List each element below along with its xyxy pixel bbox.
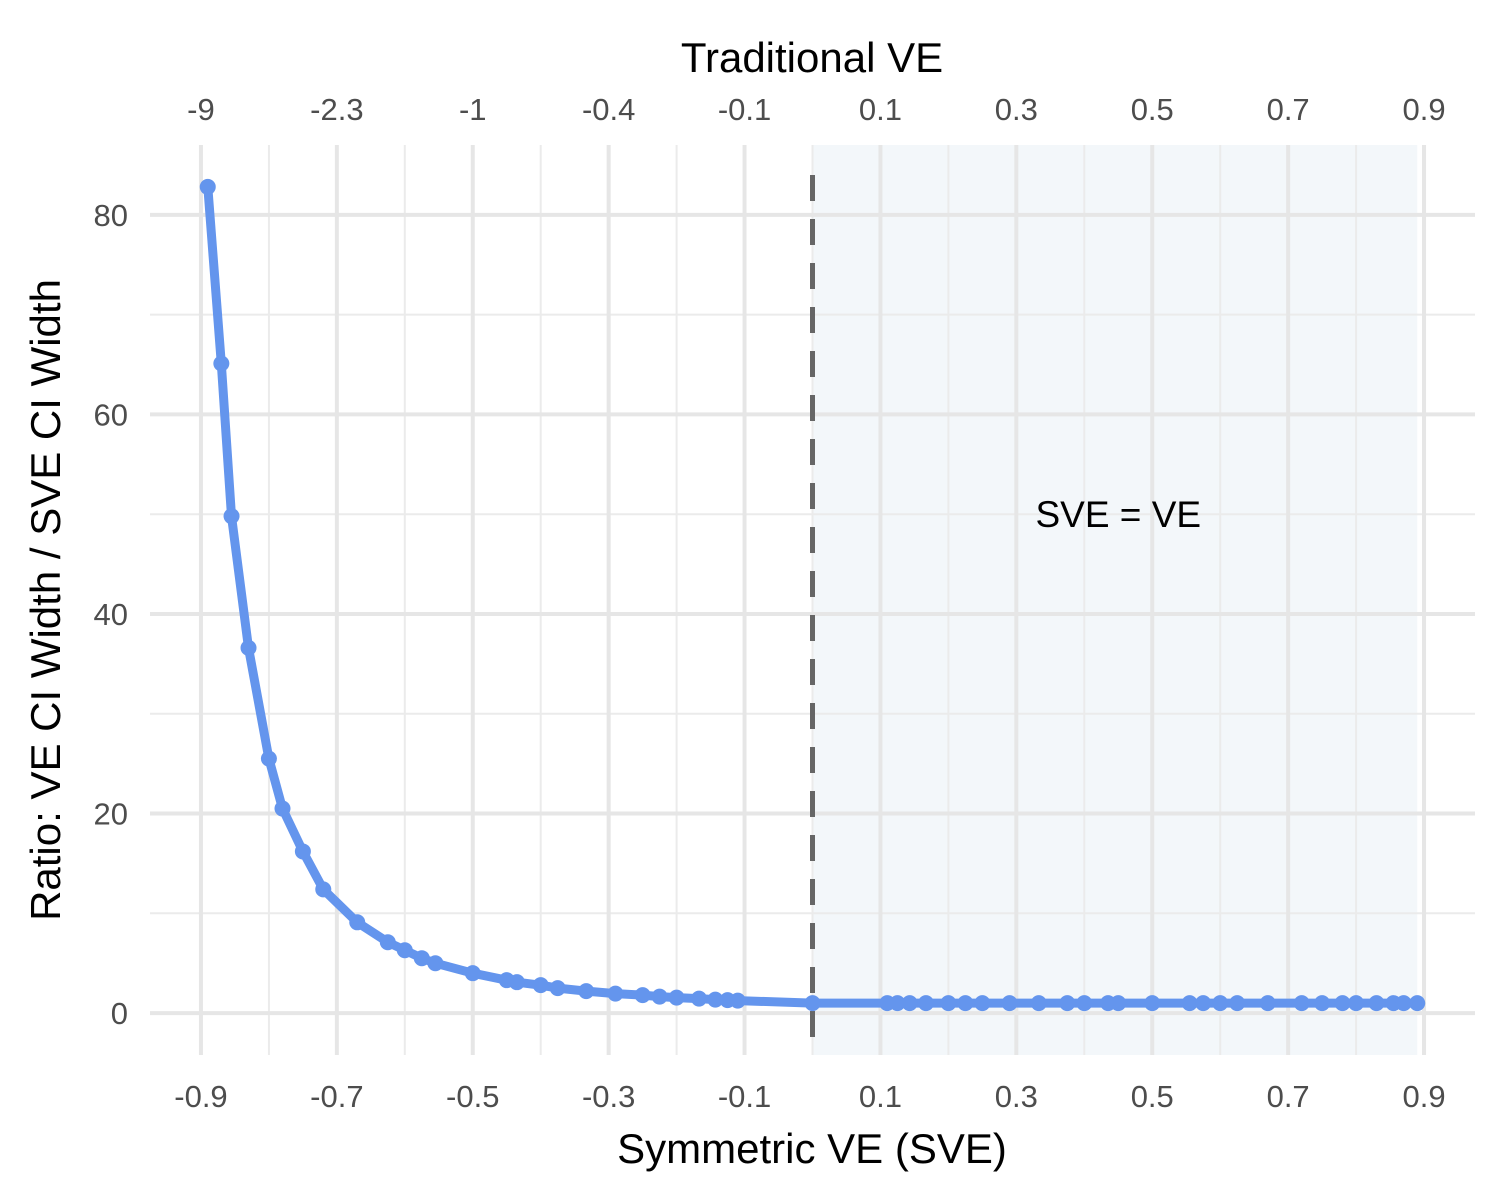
data-point bbox=[349, 914, 366, 931]
data-point bbox=[889, 995, 906, 1012]
data-point bbox=[1368, 995, 1385, 1012]
data-point bbox=[804, 995, 821, 1012]
x-tick-label: 0.1 bbox=[859, 1079, 902, 1114]
top-tick-label: -0.1 bbox=[718, 92, 771, 127]
sve-equals-ve-region bbox=[812, 145, 1418, 1055]
x-tick-label: 0.7 bbox=[1267, 1079, 1310, 1114]
data-point bbox=[1293, 995, 1310, 1012]
data-point bbox=[294, 843, 311, 860]
x-axis-tick-labels: -0.9 -0.7 -0.5 -0.3 -0.1 0.1 0.3 0.5 0.7 0.9 bbox=[174, 1079, 1445, 1114]
data-point bbox=[974, 995, 991, 1012]
x-tick-label: -0.5 bbox=[446, 1079, 499, 1114]
data-point bbox=[634, 987, 651, 1004]
data-point bbox=[532, 977, 549, 994]
x-tick-label: -0.1 bbox=[718, 1079, 771, 1114]
data-point bbox=[1212, 995, 1229, 1012]
top-axis-tick-labels: -9 -2.3 -1 -0.4 -0.1 0.1 0.3 0.5 0.7 0.9 bbox=[187, 92, 1445, 127]
data-point bbox=[549, 980, 566, 997]
data-point bbox=[508, 974, 525, 991]
top-tick-label: 0.7 bbox=[1267, 92, 1310, 127]
data-point bbox=[957, 995, 974, 1012]
x-tick-label: 0.9 bbox=[1402, 1079, 1445, 1114]
data-point bbox=[1259, 995, 1276, 1012]
data-point bbox=[1110, 995, 1127, 1012]
data-point bbox=[223, 508, 240, 525]
data-point bbox=[1001, 995, 1018, 1012]
data-point bbox=[1229, 995, 1246, 1012]
data-point bbox=[917, 995, 934, 1012]
data-point bbox=[607, 985, 624, 1002]
data-point bbox=[729, 992, 746, 1009]
data-point bbox=[901, 995, 918, 1012]
series-points bbox=[199, 178, 1426, 1012]
data-point bbox=[707, 991, 724, 1008]
data-point bbox=[578, 983, 595, 1000]
data-point bbox=[315, 881, 332, 898]
grid-major bbox=[150, 145, 1475, 1055]
x-tick-label: -0.9 bbox=[174, 1079, 227, 1114]
y-tick-label: 80 bbox=[94, 198, 128, 233]
x-tick-label: -0.7 bbox=[310, 1079, 363, 1114]
data-point bbox=[240, 639, 257, 656]
y-axis-title: Ratio: VE CI Width / SVE CI Width bbox=[22, 279, 69, 921]
x-tick-label: -0.3 bbox=[582, 1079, 635, 1114]
top-tick-label: 0.1 bbox=[859, 92, 902, 127]
data-point bbox=[1348, 995, 1365, 1012]
data-point bbox=[379, 934, 396, 951]
top-tick-label: 0.5 bbox=[1131, 92, 1174, 127]
data-point bbox=[1334, 995, 1351, 1012]
data-point bbox=[199, 178, 216, 195]
data-point bbox=[1195, 995, 1212, 1012]
top-tick-label: 0.3 bbox=[995, 92, 1038, 127]
top-tick-label: -0.4 bbox=[582, 92, 635, 127]
data-point bbox=[1144, 995, 1161, 1012]
annotation-label: SVE = VE bbox=[1035, 494, 1201, 535]
data-point bbox=[1409, 995, 1426, 1012]
y-tick-label: 0 bbox=[111, 996, 128, 1031]
top-tick-label: -9 bbox=[187, 92, 215, 127]
data-point bbox=[464, 965, 481, 982]
data-point bbox=[1059, 995, 1076, 1012]
data-point bbox=[668, 989, 685, 1006]
top-axis-title: Traditional VE bbox=[681, 34, 943, 81]
data-point bbox=[1181, 995, 1198, 1012]
data-point bbox=[213, 355, 230, 372]
data-point bbox=[274, 800, 291, 817]
y-tick-label: 20 bbox=[94, 797, 128, 832]
x-tick-label: 0.3 bbox=[995, 1079, 1038, 1114]
y-axis-tick-labels: 0 20 40 60 80 bbox=[94, 198, 128, 1031]
data-point bbox=[260, 750, 277, 767]
data-point bbox=[940, 995, 957, 1012]
data-point bbox=[1076, 995, 1093, 1012]
top-tick-label: -1 bbox=[459, 92, 487, 127]
y-tick-label: 60 bbox=[94, 397, 128, 432]
data-point bbox=[396, 942, 413, 959]
x-axis-title: Symmetric VE (SVE) bbox=[617, 1125, 1007, 1172]
x-tick-label: 0.5 bbox=[1131, 1079, 1174, 1114]
data-point bbox=[1314, 995, 1331, 1012]
data-point bbox=[691, 990, 708, 1007]
top-tick-label: 0.9 bbox=[1402, 92, 1445, 127]
top-tick-label: -2.3 bbox=[310, 92, 363, 127]
data-point bbox=[651, 988, 668, 1005]
data-point bbox=[1395, 995, 1412, 1012]
y-tick-label: 40 bbox=[94, 597, 128, 632]
data-point bbox=[413, 950, 430, 967]
data-point bbox=[427, 955, 444, 972]
data-point bbox=[1030, 995, 1047, 1012]
